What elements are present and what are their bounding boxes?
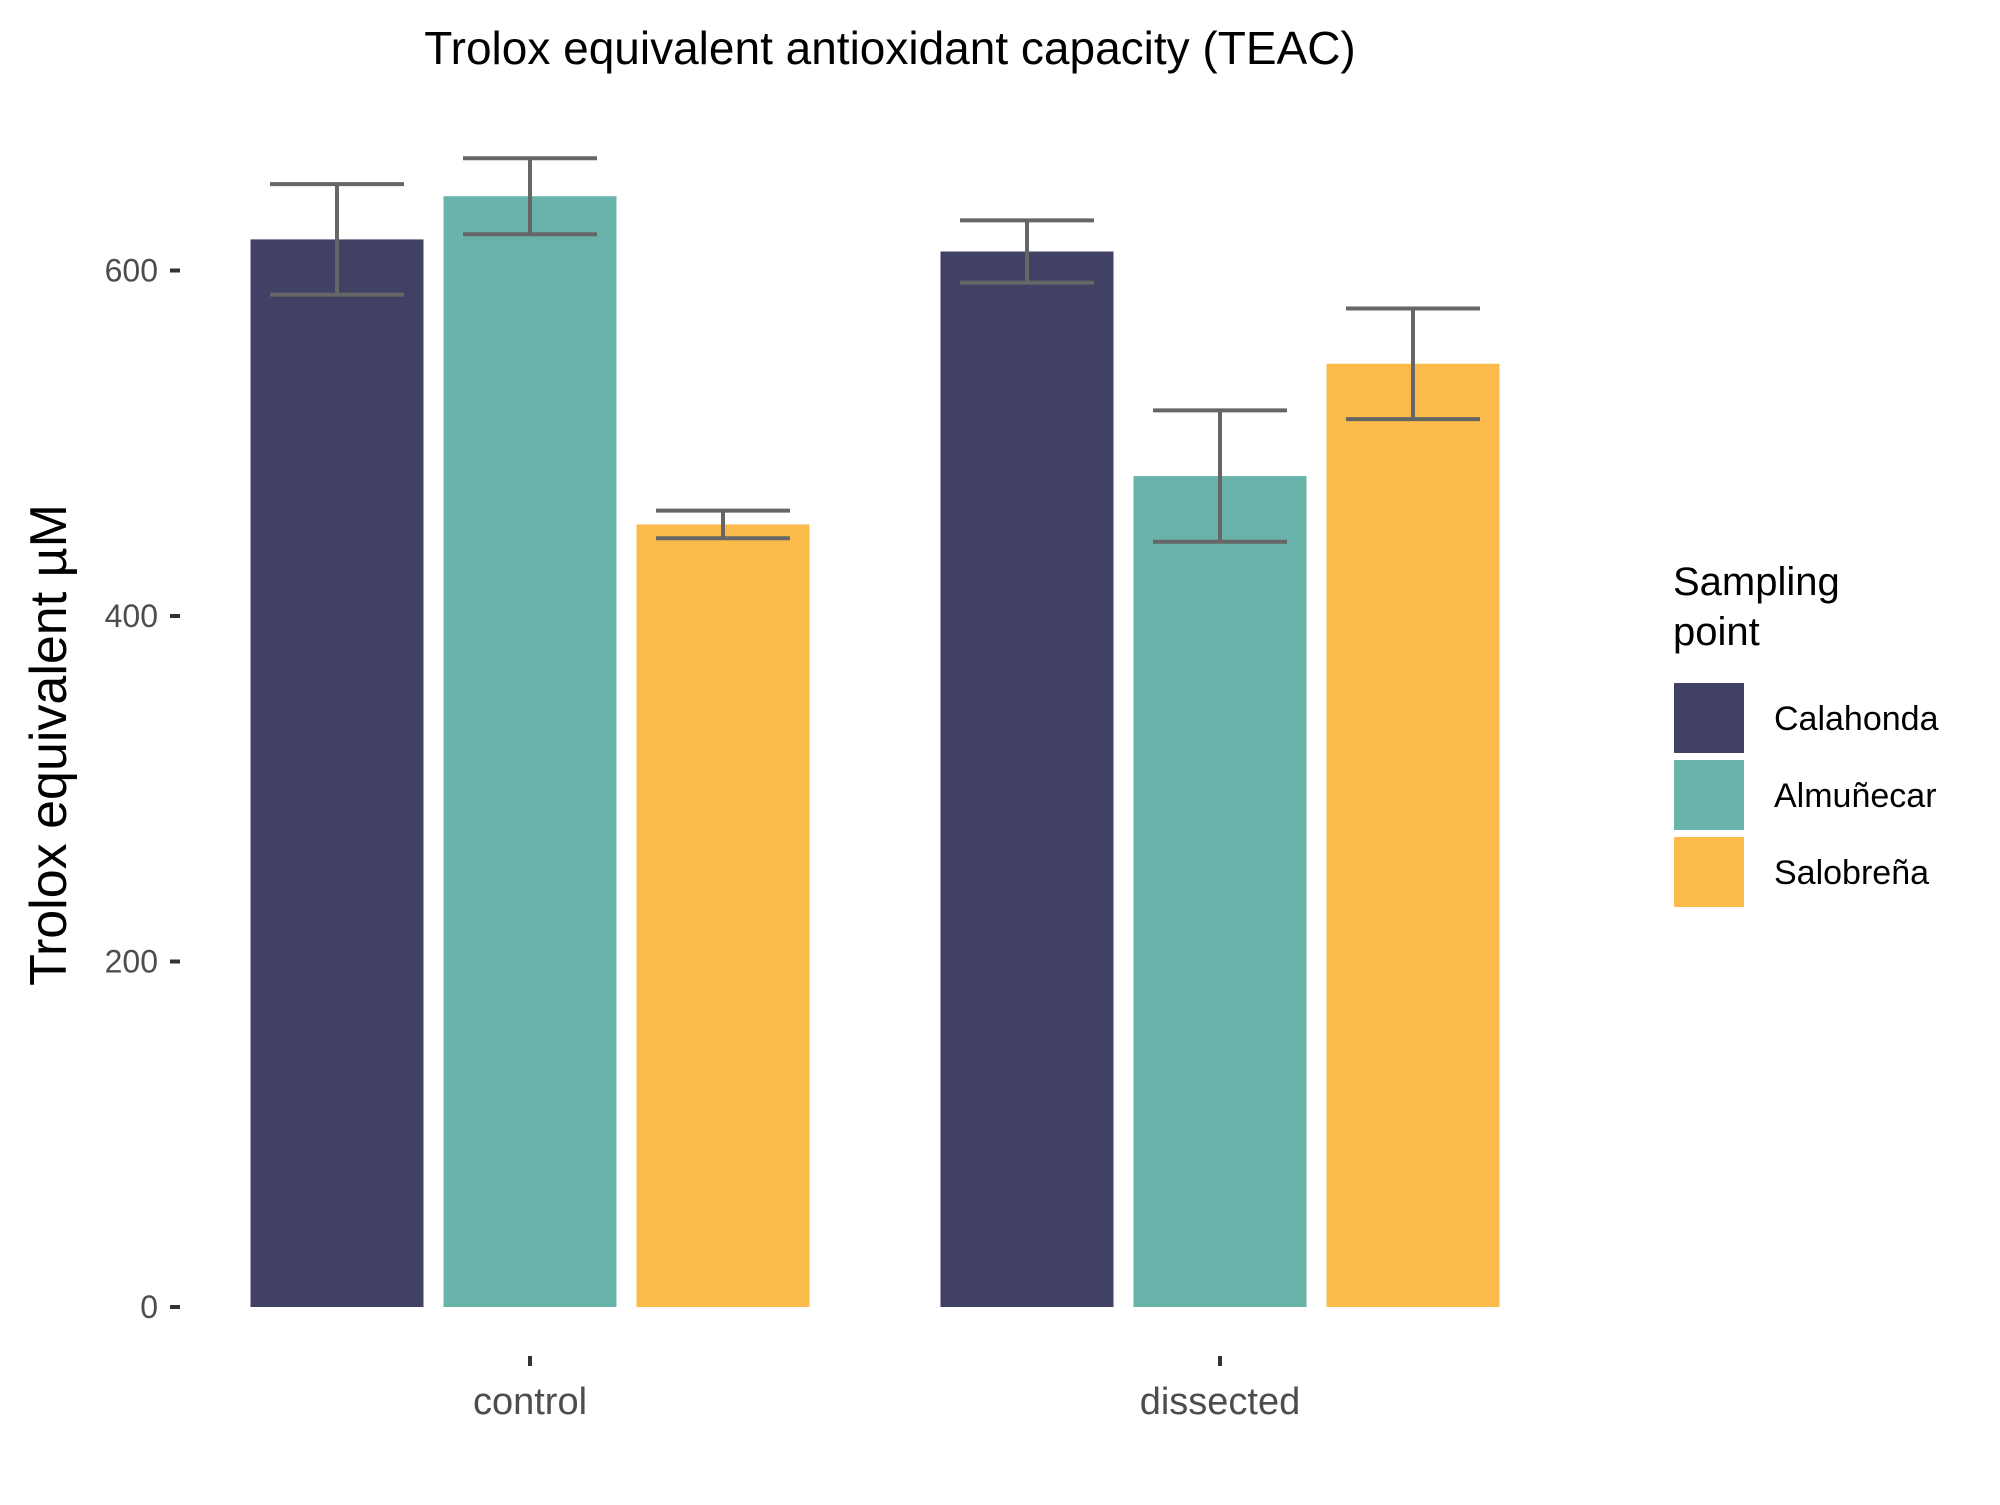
legend-label-0: Calahonda xyxy=(1774,700,1939,738)
legend-swatch-0 xyxy=(1672,681,1746,755)
error-bar-control-2 xyxy=(656,508,790,541)
bar-control-0 xyxy=(250,239,424,1307)
legend-swatch-2 xyxy=(1672,835,1746,909)
error-bar-dissected-2 xyxy=(1346,306,1480,422)
bar-dissected-1 xyxy=(1133,476,1307,1307)
legend-swatch-1 xyxy=(1672,758,1746,832)
error-bar-dissected-0 xyxy=(960,218,1094,285)
legend-label-2: Salobreña xyxy=(1774,854,1929,892)
y-tick-label: 400 xyxy=(105,598,158,634)
x-tick-label: control xyxy=(473,1381,587,1423)
legend-label-1: Almuñecar xyxy=(1774,777,1937,815)
bar-control-2 xyxy=(636,524,810,1307)
legend-title-line: Sampling xyxy=(1673,560,1840,604)
error-bar-control-0 xyxy=(270,182,404,297)
x-tick-label: dissected xyxy=(1140,1381,1301,1423)
y-tick-label: 200 xyxy=(105,944,158,980)
y-axis-label: Trolox equivalent µM xyxy=(20,504,78,986)
y-tick-label: 0 xyxy=(140,1289,158,1325)
legend-title: Sampling point xyxy=(1673,560,1840,654)
bar-dissected-2 xyxy=(1326,363,1500,1307)
bar-control-1 xyxy=(443,196,617,1307)
bars xyxy=(250,196,1500,1307)
legend: Sampling point Calahonda Almuñecar Salobreñ… xyxy=(1672,560,1939,909)
chart-title: Trolox equivalent antioxidant capacity (… xyxy=(424,22,1356,74)
error-bar-control-1 xyxy=(463,156,597,237)
y-tick-label: 600 xyxy=(105,253,158,289)
error-bar-dissected-1 xyxy=(1153,408,1287,544)
bar-dissected-0 xyxy=(940,251,1114,1307)
y-axis: 0 200 400 600 xyxy=(105,253,180,1325)
x-axis: control dissected xyxy=(473,1356,1300,1423)
error-bars xyxy=(270,156,1480,544)
legend-title-line: point xyxy=(1673,610,1760,654)
legend-items: Calahonda Almuñecar Salobreña xyxy=(1672,681,1939,909)
